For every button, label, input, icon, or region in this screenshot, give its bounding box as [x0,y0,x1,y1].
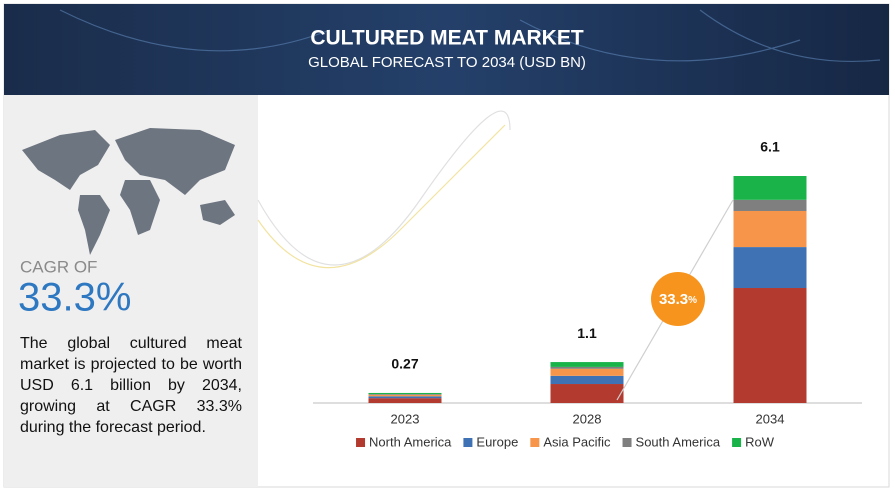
bar-segment [733,199,807,211]
bar-segment [368,398,442,403]
total-label: 0.27 [391,356,418,372]
decor-curve [257,110,511,266]
bar-segment [733,176,807,200]
header-decor [59,9,881,63]
bar-segment [733,247,807,289]
summary-text-box: The global cultured meat market is proje… [20,335,242,436]
legend-label: South America [636,434,721,449]
x-tick-label: 2023 [391,411,420,426]
growth-bubble-unit: % [688,295,697,306]
growth-bubble-value: 33.3 [659,291,688,308]
chart: 0.27 2023 1.1 2028 6.1 2034 33.3% North America… [313,139,862,449]
bar-segment [550,375,624,385]
bar-segment [550,366,624,369]
total-label: 1.1 [577,325,597,341]
cagr-label: CAGR OF [20,257,97,276]
bar-segment [733,210,807,248]
legend-label: Europe [476,434,518,449]
legend-label: Asia Pacific [543,434,611,449]
bar-segment [550,384,624,403]
cagr-value: 33.3% [18,276,131,320]
legend-label: RoW [745,434,775,449]
legend-label: North America [369,434,452,449]
world-map [22,128,235,255]
title: CULTURED MEAT MARKET [310,27,584,50]
total-label: 6.1 [760,139,780,155]
bar-segment [550,362,624,367]
x-tick-label: 2028 [573,411,602,426]
decor-curve [257,124,506,269]
growth-bubble-text: 33.3% [659,291,697,308]
x-tick-label: 2034 [756,411,785,426]
bar-segment [368,394,442,395]
legend-swatch [530,438,540,447]
bar-segment [368,392,442,395]
growth-bubble [651,272,705,326]
bar-segment [368,394,442,397]
bar-segment [368,396,442,399]
summary-text: The global cultured meat market is proje… [20,335,242,436]
legend-swatch [622,438,632,447]
bar-segment [733,288,807,403]
bar-segment [550,368,624,376]
legend-swatch [463,438,473,447]
header-bg [4,4,889,95]
subtitle: GLOBAL FORECAST TO 2034 (USD BN) [308,54,586,71]
legend-swatch [356,438,366,447]
legend-swatch [732,438,742,447]
